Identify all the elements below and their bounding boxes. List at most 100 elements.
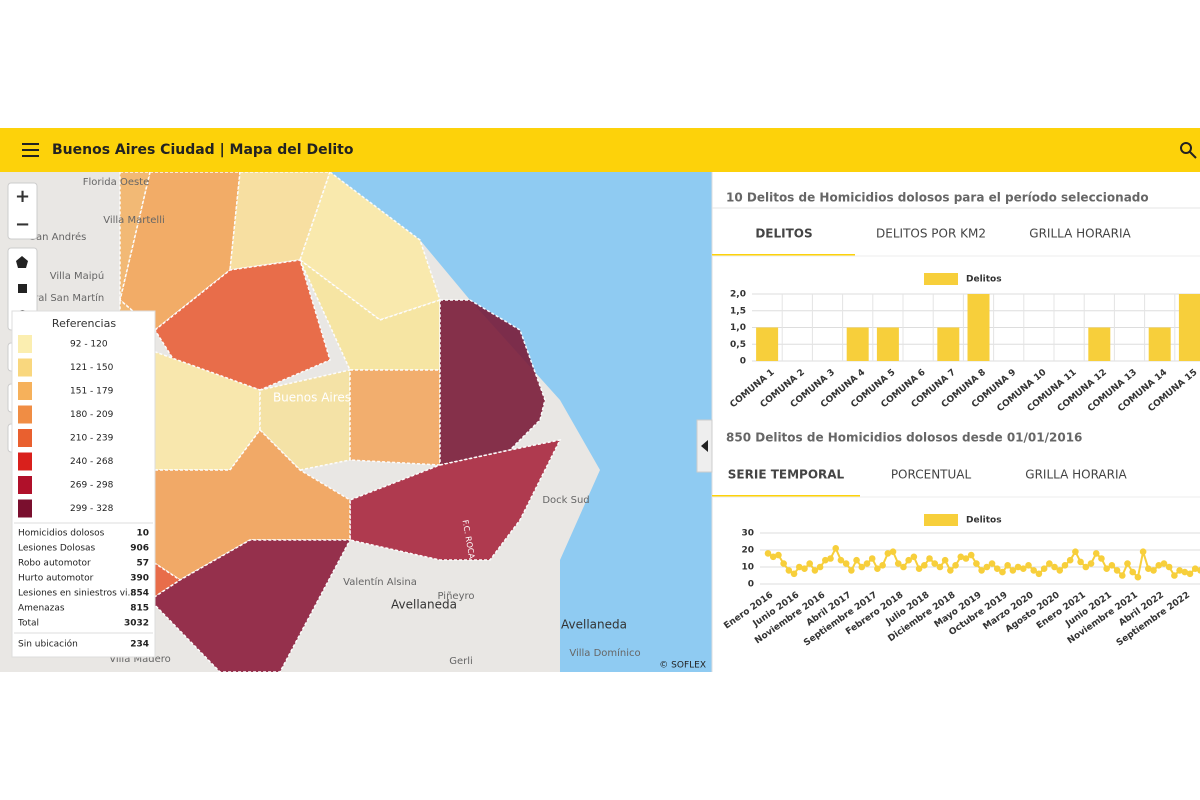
point	[1025, 562, 1032, 569]
point	[1004, 562, 1011, 569]
stat-value: 234	[130, 640, 149, 650]
map-labels: Florida Oeste Villa Martelli San Andrés Vil…	[8, 177, 641, 667]
legend-swatch	[18, 405, 32, 424]
legend-label: 180 - 209	[70, 410, 114, 420]
point	[863, 560, 871, 567]
point	[1051, 563, 1058, 571]
zoom-control	[7, 182, 38, 240]
point	[1046, 560, 1053, 567]
zoom-in[interactable]: +	[15, 186, 30, 207]
legend-swatch	[18, 452, 32, 471]
point	[931, 560, 939, 567]
y-tick-label: 1,5	[730, 306, 746, 316]
point	[816, 563, 824, 571]
legend-swatch	[18, 335, 32, 353]
y-tick-label: 10	[741, 563, 754, 573]
point	[1134, 573, 1142, 581]
collapse-arrow	[701, 440, 708, 452]
point	[1113, 567, 1121, 574]
point	[1139, 548, 1147, 555]
point	[1092, 550, 1100, 557]
point	[1197, 567, 1200, 574]
point	[1014, 563, 1022, 571]
stat-name: Lesiones en siniestros vi...	[18, 589, 136, 599]
point	[962, 555, 970, 562]
point	[879, 562, 886, 569]
stat-value: 906	[130, 544, 149, 554]
point	[1186, 570, 1194, 578]
point	[868, 555, 876, 562]
point	[1061, 562, 1069, 569]
comuna	[149, 428, 351, 581]
stat-name: Sin ubicación	[18, 639, 78, 650]
point	[1040, 565, 1048, 572]
point	[1030, 567, 1038, 574]
stat-value: 57	[136, 559, 149, 569]
point	[1103, 565, 1110, 572]
tab-indicator	[712, 495, 860, 498]
tab[interactable]: GRILLA HORARIA	[1025, 468, 1127, 482]
point	[795, 563, 803, 571]
point	[827, 555, 834, 562]
app-title: Buenos Aires Ciudad | Mapa del Delito	[52, 142, 354, 158]
tab-indicator	[712, 254, 855, 257]
point	[947, 567, 954, 574]
point	[993, 565, 1001, 572]
bar	[937, 327, 960, 361]
map[interactable]: Florida Oeste Villa Martelli San Andrés Vil…	[0, 172, 712, 672]
rectangle-tool[interactable]	[18, 284, 27, 293]
legend-title[interactable]: Referencias	[52, 317, 116, 330]
point	[952, 562, 959, 569]
legend-label: 269 - 298	[70, 481, 114, 491]
stat-value: 815	[130, 604, 149, 614]
tab[interactable]: DELITOS POR KM2	[876, 227, 986, 241]
search-button[interactable]	[1180, 142, 1192, 154]
stat-value: 10	[136, 529, 149, 539]
point	[853, 556, 860, 564]
map-label: San Andrés	[30, 231, 87, 243]
legend-swatch	[924, 273, 958, 285]
legend-label: 92 - 120	[70, 340, 108, 350]
point	[785, 567, 793, 574]
point	[1181, 568, 1189, 576]
point	[780, 560, 787, 567]
map-label: Piñeyro	[437, 591, 474, 602]
tab[interactable]: PORCENTUAL	[891, 468, 972, 482]
map-label: Valentín Alsina	[343, 576, 417, 588]
point	[910, 553, 918, 561]
point	[983, 563, 991, 571]
comuna	[299, 259, 441, 371]
map-label: Villa Madero	[109, 654, 171, 665]
map-label: Buenos Aires	[273, 391, 351, 405]
point	[806, 560, 813, 567]
legend-swatch	[18, 358, 32, 377]
stat-value: 854	[130, 589, 149, 599]
point	[894, 560, 902, 567]
point	[874, 565, 881, 572]
polygon-tool[interactable]	[16, 256, 28, 268]
point	[915, 565, 923, 572]
menu-bar	[22, 149, 39, 151]
comuna	[259, 369, 351, 471]
map-label: Villa Maipú	[50, 270, 104, 282]
stat-name: Homicidios dolosos	[18, 529, 105, 539]
attribution: © SOFLEX	[659, 661, 706, 671]
point	[1009, 567, 1017, 574]
menu-button[interactable]	[22, 143, 39, 157]
river	[330, 172, 712, 672]
panel-heading: 10 Delitos de Homicidios dolosos para el…	[726, 191, 1149, 205]
comuna	[349, 369, 441, 466]
map-label: Avellaneda	[391, 598, 457, 612]
tab[interactable]: DELITOS	[755, 227, 812, 241]
y-tick-label: 0,5	[730, 340, 746, 350]
zoom-out[interactable]: −	[15, 214, 30, 235]
panel-heading: 850 Delitos de Homicidios dolosos desde …	[726, 431, 1082, 445]
tab[interactable]: GRILLA HORARIA	[1029, 227, 1131, 241]
tab[interactable]: SERIE TEMPORAL	[728, 468, 845, 482]
point	[900, 563, 907, 571]
point	[988, 560, 996, 567]
stats-table: Homicidios dolosos 10 Lesiones Dolosas 906 R…	[17, 529, 149, 650]
point	[1019, 565, 1027, 572]
stat-name: Robo automotor	[18, 559, 91, 569]
